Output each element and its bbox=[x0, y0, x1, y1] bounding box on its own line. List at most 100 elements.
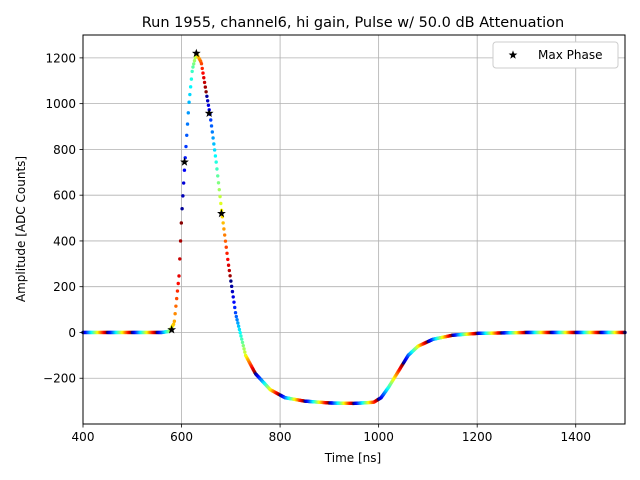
pulse-point bbox=[227, 268, 232, 273]
pulse-point bbox=[173, 312, 177, 316]
pulse-point bbox=[192, 62, 196, 66]
pulse-point bbox=[211, 136, 215, 140]
pulse-point bbox=[219, 201, 223, 206]
pulse-point bbox=[181, 181, 186, 185]
pulse-point bbox=[224, 245, 228, 249]
pulse-point bbox=[185, 133, 189, 138]
pulse-point bbox=[217, 187, 221, 192]
pulse-point bbox=[174, 296, 179, 301]
grid-lines bbox=[82, 35, 625, 424]
pulse-point bbox=[188, 85, 193, 89]
pulse-point bbox=[202, 76, 206, 80]
pulse-point bbox=[238, 331, 242, 335]
pulse-point bbox=[229, 279, 233, 283]
pulse-point bbox=[200, 66, 204, 71]
x-tick-label: 600 bbox=[170, 430, 193, 444]
pulse-point bbox=[180, 207, 184, 211]
x-tick-label: 800 bbox=[269, 430, 292, 444]
pulse-point bbox=[186, 111, 190, 115]
pulse-point bbox=[204, 90, 208, 94]
pulse-point bbox=[201, 71, 205, 75]
pulse-point bbox=[176, 281, 180, 286]
pulse-point bbox=[171, 322, 176, 326]
legend-star-marker bbox=[508, 50, 518, 59]
pulse-point bbox=[189, 77, 194, 81]
pulse-point bbox=[216, 174, 220, 178]
pulse-point bbox=[193, 55, 197, 60]
y-tick-label: 400 bbox=[53, 234, 76, 248]
pulse-point bbox=[240, 340, 245, 345]
pulse-point bbox=[205, 99, 210, 103]
plot-frame bbox=[82, 34, 626, 425]
pulse-point bbox=[185, 122, 190, 126]
pulse-point bbox=[212, 142, 216, 146]
x-axis: 400 600 800 1000 1200 1400 bbox=[72, 424, 591, 444]
pulse-point bbox=[218, 194, 222, 199]
pulse-point bbox=[243, 350, 247, 354]
pulse-point bbox=[222, 227, 226, 231]
pulse-point bbox=[228, 274, 232, 278]
pulse-point bbox=[233, 305, 237, 310]
pulse-point bbox=[234, 314, 239, 319]
pulse-point bbox=[206, 103, 211, 107]
legend-label-max-phase: Max Phase bbox=[538, 48, 602, 62]
pulse-point bbox=[209, 118, 213, 122]
pulse-point bbox=[221, 221, 225, 225]
pulse-point bbox=[172, 319, 177, 323]
pulse-point bbox=[232, 300, 236, 304]
max-phase-star bbox=[180, 157, 189, 166]
pulse-point bbox=[236, 321, 240, 325]
pulse-point bbox=[191, 65, 195, 69]
pulse-point bbox=[239, 334, 243, 338]
x-tick-label: 400 bbox=[72, 430, 95, 444]
pulse-point bbox=[175, 289, 180, 293]
pulse-point bbox=[190, 69, 194, 74]
pulse-point bbox=[184, 144, 188, 149]
pulse-point bbox=[240, 337, 244, 341]
pulse-point bbox=[179, 221, 184, 225]
legend: Max Phase bbox=[492, 41, 619, 69]
x-axis-label: Time [ns] bbox=[324, 451, 381, 465]
pulse-point bbox=[231, 295, 235, 299]
pulse-point bbox=[241, 343, 245, 348]
pulse-point bbox=[188, 92, 192, 97]
pulse-point bbox=[182, 168, 187, 172]
pulse-point bbox=[233, 311, 238, 315]
pulse-point bbox=[237, 327, 242, 332]
y-tick-label: 1200 bbox=[45, 51, 76, 65]
pulse-point bbox=[202, 80, 207, 85]
pulse-point bbox=[192, 59, 197, 63]
y-tick-label: −200 bbox=[43, 372, 76, 386]
pulse-point bbox=[222, 233, 227, 237]
y-tick-label: 200 bbox=[53, 280, 76, 294]
legend-box bbox=[492, 41, 619, 69]
pulse-point bbox=[214, 160, 218, 164]
pulse-point bbox=[212, 148, 217, 152]
pulse-point bbox=[213, 154, 218, 158]
y-tick-label: 1000 bbox=[45, 97, 76, 111]
max-phase-star bbox=[204, 108, 214, 117]
pulse-point bbox=[187, 100, 191, 104]
max-phase-star bbox=[191, 48, 201, 58]
pulse-series bbox=[81, 52, 627, 406]
x-tick-label: 1400 bbox=[560, 430, 591, 444]
pulse-point bbox=[226, 257, 230, 262]
y-tick-label: 600 bbox=[53, 189, 76, 203]
x-tick-label: 1000 bbox=[363, 430, 394, 444]
pulse-point bbox=[178, 257, 182, 261]
pulse-point bbox=[226, 263, 231, 267]
y-axis-label: Amplitude [ADC Counts] bbox=[14, 156, 28, 302]
pulse-point bbox=[205, 94, 209, 98]
pulse-point bbox=[215, 167, 219, 171]
legend-star-icon bbox=[508, 50, 518, 59]
pulse-point bbox=[209, 124, 214, 128]
y-axis: −200 0 200 400 600 800 1000 1200 bbox=[43, 51, 83, 386]
pulse-point bbox=[235, 318, 239, 322]
pulse-point bbox=[242, 347, 246, 351]
y-tick-label: 0 bbox=[68, 326, 76, 340]
pulse-point bbox=[181, 194, 185, 198]
pulse-point bbox=[216, 181, 221, 185]
max-phase-star bbox=[217, 208, 226, 218]
pulse-point bbox=[203, 85, 208, 89]
